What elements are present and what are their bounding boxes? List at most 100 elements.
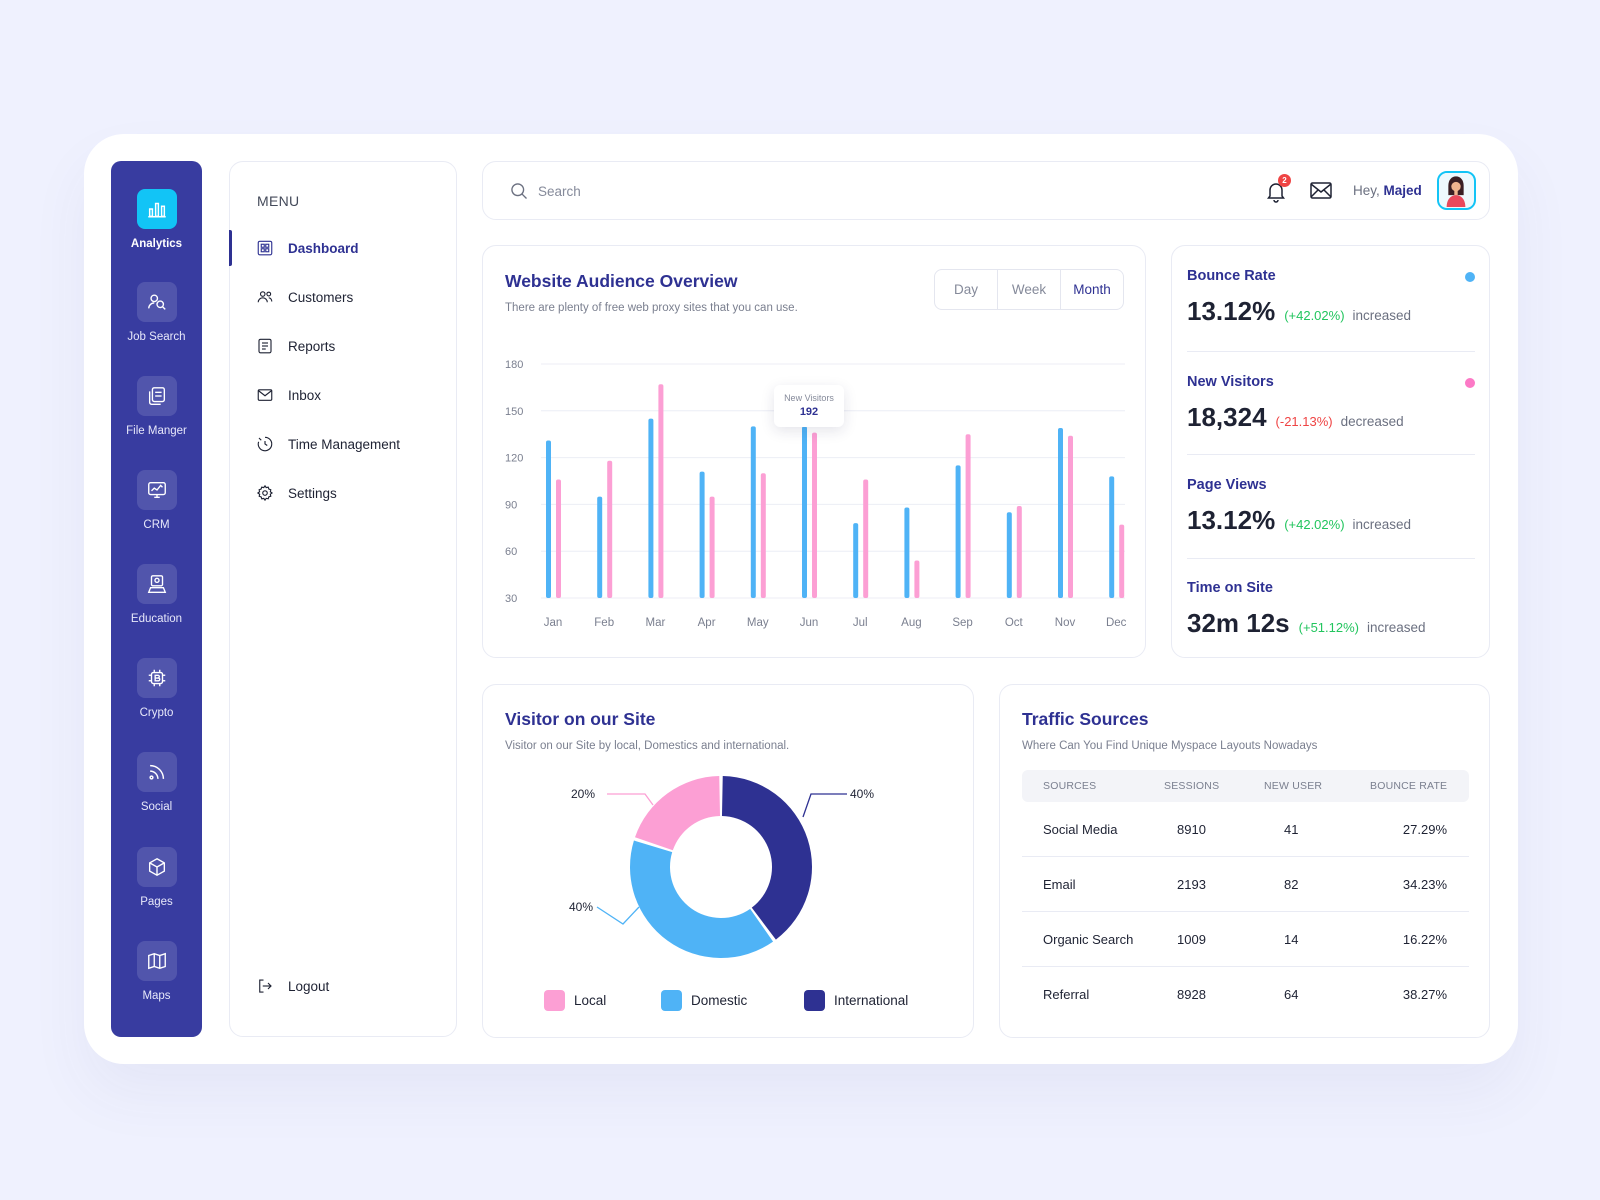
logout-button[interactable]: Logout bbox=[230, 968, 456, 1004]
y-tick-label: 120 bbox=[505, 453, 523, 465]
audience-bar-chart: 180 150 120 90 60 30 Jan Feb Mar Apr May Jun Jul Aug S… bbox=[505, 359, 1127, 629]
donut-percent-label: 40% bbox=[850, 787, 874, 801]
legend-item-local: Local bbox=[544, 990, 606, 1011]
x-tick-label: May bbox=[747, 617, 769, 629]
bar bbox=[914, 560, 920, 598]
rail-item-job-search[interactable]: Job Search bbox=[111, 282, 202, 343]
customers-icon bbox=[257, 291, 273, 303]
stat-label: Time on Site bbox=[1187, 580, 1273, 596]
rail-item-crypto[interactable]: Crypto bbox=[111, 658, 202, 719]
rail-item-file-manager[interactable]: File Manger bbox=[111, 376, 202, 437]
menu-item-customers[interactable]: Customers bbox=[230, 279, 456, 315]
donut-leader-line bbox=[607, 793, 654, 806]
time-management-icon bbox=[257, 436, 273, 452]
x-tick-label: Feb bbox=[594, 617, 614, 629]
logout-icon bbox=[259, 979, 272, 993]
x-tick-label: Sep bbox=[952, 617, 972, 629]
bar bbox=[699, 471, 705, 598]
rail-item-maps[interactable]: Maps bbox=[111, 941, 202, 1002]
rail-item-pages[interactable]: Pages bbox=[111, 847, 202, 908]
stat-bounce-rate: Bounce Rate 13.12% (+42.02%) increased bbox=[1187, 268, 1475, 327]
dashboard-icon bbox=[257, 240, 273, 256]
rail-item-social[interactable]: Social bbox=[111, 752, 202, 813]
stat-label: Page Views bbox=[1187, 477, 1267, 493]
stat-value: 13.12% bbox=[1187, 505, 1276, 535]
audience-title: Website Audience Overview bbox=[505, 271, 738, 291]
menu-item-time-management[interactable]: Time Management bbox=[230, 426, 456, 462]
bar bbox=[750, 426, 756, 598]
stat-note: increased bbox=[1352, 517, 1412, 532]
menu-item-label: Settings bbox=[288, 485, 337, 501]
job-search-icon bbox=[136, 282, 177, 322]
bar bbox=[1016, 505, 1022, 598]
table-row[interactable]: Email 2193 82 34.23% bbox=[1022, 857, 1469, 912]
range-day-button[interactable]: Day bbox=[935, 270, 998, 309]
reports-icon bbox=[258, 338, 272, 354]
rail-item-analytics[interactable]: Analytics bbox=[111, 189, 202, 250]
bar bbox=[955, 465, 961, 598]
menu-item-label: Inbox bbox=[288, 387, 322, 403]
bar bbox=[760, 473, 766, 598]
bar bbox=[607, 460, 613, 598]
divider bbox=[1187, 454, 1475, 455]
x-tick-label: Jun bbox=[800, 617, 819, 629]
stat-note: increased bbox=[1367, 620, 1426, 635]
cell-sessions: 8910 bbox=[1177, 822, 1206, 837]
bar bbox=[965, 434, 971, 598]
range-month-button[interactable]: Month bbox=[1073, 282, 1111, 297]
donut-slice-international bbox=[721, 776, 813, 940]
maps-icon bbox=[136, 941, 177, 981]
donut-slice-domestic bbox=[630, 840, 774, 958]
table-row[interactable]: Organic Search 1009 14 16.22% bbox=[1022, 912, 1469, 967]
menu-item-settings[interactable]: Settings bbox=[230, 475, 456, 511]
stat-new-visitors: New Visitors 18,324 (-21.13%) decreased bbox=[1187, 374, 1475, 433]
legend-swatch bbox=[544, 990, 565, 1011]
rail-item-crm[interactable]: CRM bbox=[111, 470, 202, 531]
cell-source: Email bbox=[1043, 877, 1076, 892]
cell-source: Referral bbox=[1043, 987, 1090, 1002]
x-tick-label: Apr bbox=[698, 617, 716, 629]
avatar[interactable] bbox=[1437, 171, 1476, 210]
range-week-button[interactable]: Week bbox=[998, 270, 1061, 309]
bar bbox=[597, 496, 603, 598]
mail-icon[interactable] bbox=[1309, 180, 1333, 202]
rail-label: Social bbox=[140, 801, 173, 813]
stat-change: (+42.02%) bbox=[1284, 308, 1345, 323]
visitor-title: Visitor on our Site bbox=[505, 709, 656, 729]
file-manager-icon bbox=[136, 376, 177, 416]
table-row[interactable]: Social Media 8910 41 27.29% bbox=[1022, 802, 1469, 857]
y-tick-label: 30 bbox=[505, 593, 517, 605]
bar bbox=[904, 507, 910, 598]
search-input[interactable] bbox=[538, 176, 1138, 206]
audience-overview-card: Website Audience Overview There are plen… bbox=[482, 245, 1146, 658]
menu-item-reports[interactable]: Reports bbox=[230, 328, 456, 364]
bar bbox=[648, 418, 654, 598]
bar bbox=[658, 384, 664, 598]
y-tick-label: 90 bbox=[505, 499, 517, 511]
menu-item-inbox[interactable]: Inbox bbox=[230, 377, 456, 413]
crm-icon bbox=[136, 470, 177, 510]
rail-label: Maps bbox=[142, 990, 171, 1002]
stat-value: 32m 12s bbox=[1187, 608, 1290, 638]
menu-item-label: Customers bbox=[288, 289, 354, 305]
rail-label: Education bbox=[130, 613, 183, 625]
menu-item-dashboard[interactable]: Dashboard bbox=[229, 230, 456, 266]
visitor-subtitle: Visitor on our Site by local, Domestics … bbox=[505, 740, 790, 752]
x-tick-label: Jan bbox=[544, 617, 563, 629]
audience-subtitle: There are plenty of free web proxy sites… bbox=[505, 302, 798, 314]
menu-item-label: Reports bbox=[288, 338, 336, 354]
legend-swatch bbox=[661, 990, 682, 1011]
cell-bounce-rate: 27.29% bbox=[1402, 822, 1447, 837]
divider bbox=[1187, 351, 1475, 352]
bar bbox=[812, 432, 817, 598]
rail-label: Pages bbox=[140, 896, 173, 908]
cell-source: Organic Search bbox=[1043, 932, 1134, 947]
table-header: SOURCES SESSIONS NEW USER BOUNCE RATE bbox=[1022, 770, 1469, 802]
stat-note: increased bbox=[1352, 308, 1412, 323]
y-tick-label: 150 bbox=[505, 406, 523, 418]
table-row[interactable]: Referral 8928 64 38.27% bbox=[1022, 967, 1469, 1022]
tooltip-value: 192 bbox=[799, 406, 819, 418]
bar bbox=[863, 479, 869, 598]
tooltip-label: New Visitors bbox=[784, 393, 834, 403]
rail-item-education[interactable]: Education bbox=[111, 564, 202, 625]
